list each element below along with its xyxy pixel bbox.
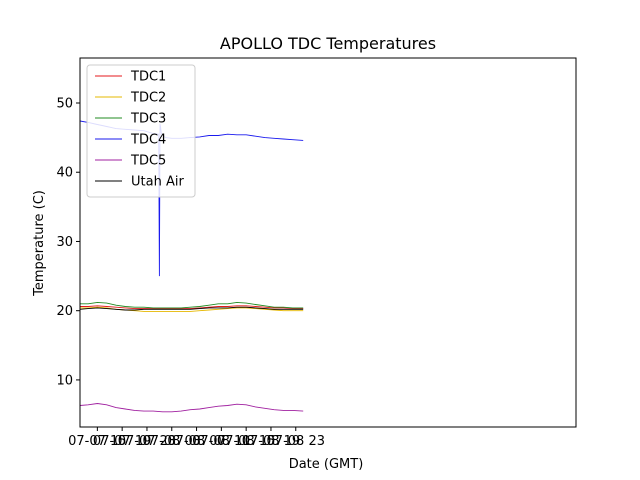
chart-title: APOLLO TDC Temperatures <box>220 34 436 53</box>
plot-frame <box>79 57 577 428</box>
x-tick-label: 07-08 03 <box>143 434 201 449</box>
series-line-utah-air <box>80 306 304 311</box>
y-tick-label: 20 <box>56 304 73 319</box>
y-tick-label: 30 <box>56 235 73 250</box>
x-tick-label: 07-08 11 <box>192 434 250 449</box>
y-tick-label: 10 <box>56 373 73 388</box>
legend-box <box>86 64 196 198</box>
legend-label-utah-air: Utah Air <box>131 175 184 190</box>
y-axis-label: Temperature (C) <box>32 190 47 297</box>
x-tick-label: 07-08 07 <box>167 434 225 449</box>
x-tick-label: 07-07 23 <box>118 434 176 449</box>
series-line-tdc3 <box>80 301 304 309</box>
legend-label-tdc5: TDC5 <box>130 154 166 169</box>
x-tick-label: 07-07 19 <box>93 434 151 449</box>
legend-label-tdc1: TDC1 <box>130 70 166 85</box>
legend-label-tdc3: TDC3 <box>130 112 166 127</box>
x-tick-label: 07-08 23 <box>267 434 325 449</box>
legend-label-tdc4: TDC4 <box>130 133 166 148</box>
series-line-tdc1 <box>80 305 304 310</box>
series-line-tdc5 <box>80 403 304 413</box>
y-tick-label: 50 <box>56 97 73 112</box>
x-tick-label: 07-07 15 <box>68 434 126 449</box>
x-tick-label: 07-08 19 <box>242 434 300 449</box>
x-tick-label: 07-08 15 <box>217 434 275 449</box>
y-axis: 10 20 30 40 50 <box>56 97 80 388</box>
y-tick-label: 40 <box>56 166 73 181</box>
legend: TDC1 TDC2 TDC3 TDC4 TDC5 Utah Air <box>86 64 196 198</box>
x-axis-label: Date (GMT) <box>289 457 364 472</box>
legend-label-tdc2: TDC2 <box>130 91 166 106</box>
